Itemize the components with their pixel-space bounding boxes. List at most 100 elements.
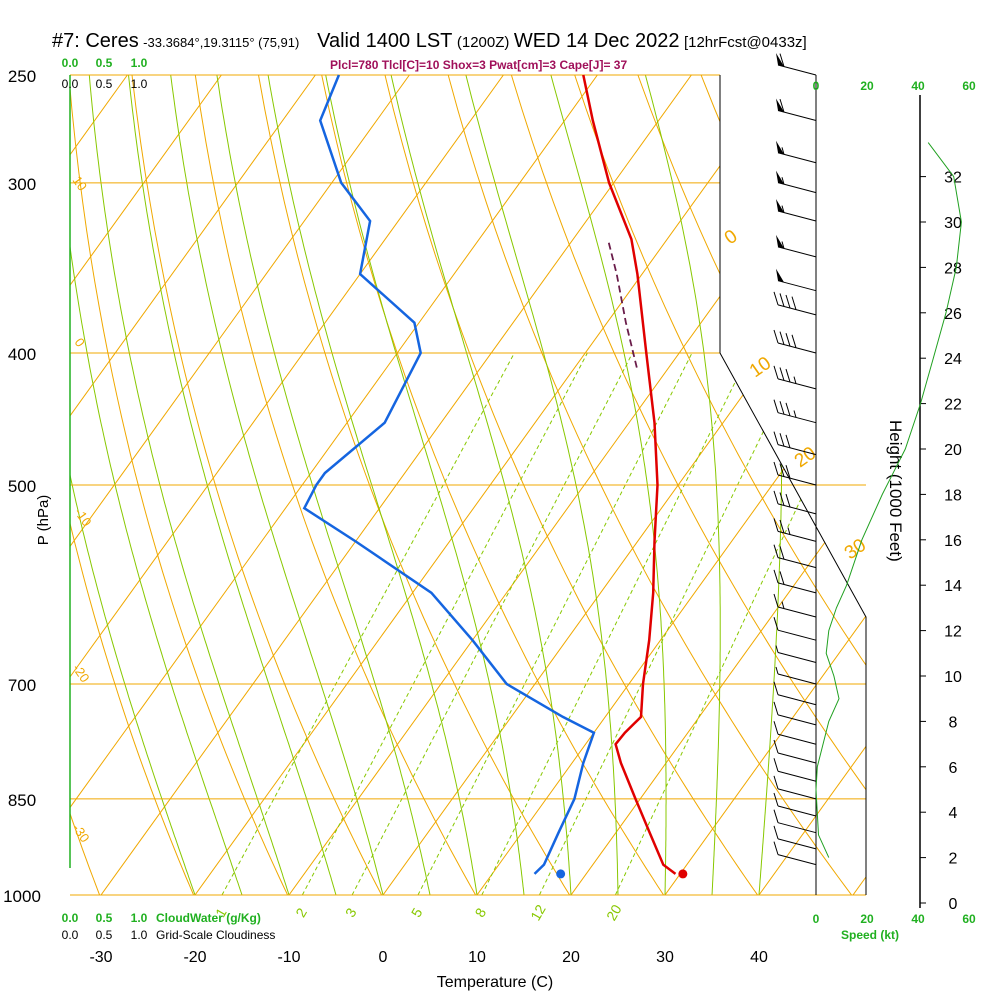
wind-barb-feather (779, 519, 785, 534)
wind-barb-feather (791, 296, 797, 310)
cloud-scale-top-black: 1.0 (131, 77, 148, 91)
wind-barb-feather (773, 544, 779, 558)
cloud-scale-top-black: 0.5 (96, 77, 113, 91)
dewpoint-line (302, 74, 596, 875)
height-axis-label: Height (1000 Feet) (886, 420, 905, 562)
temperature-tick-label: 20 (562, 949, 580, 966)
wind-speed-axis-label: Speed (kt) (841, 928, 899, 942)
y-axis-label: P (hPa) (35, 495, 52, 546)
valid-date: WED 14 Dec 2022 (513, 30, 680, 52)
wind-barb-feather (791, 334, 797, 348)
temperature-tick-label: 40 (750, 949, 768, 966)
wind-barb-feather (785, 465, 791, 479)
dry-adiabat (70, 75, 195, 895)
wind-barb-feather (785, 434, 791, 449)
wind-barb (773, 825, 817, 850)
wind-barb-half-feather (781, 177, 785, 185)
moist-adiabat (70, 75, 243, 895)
wind-barb (773, 617, 817, 641)
wind-barb (776, 234, 817, 258)
wind-barb-staff (777, 652, 817, 663)
wind-barb-pennant (776, 199, 784, 213)
wind-barb-pennant (776, 234, 784, 249)
station-location: -33.3684°,19.3115° (75,91) (143, 35, 300, 50)
wind-speed-tick-top: 0 (813, 79, 820, 93)
wind-barb-half-feather (781, 601, 785, 609)
wind-barb-pennant (776, 53, 784, 67)
wind-barb (776, 140, 817, 164)
wind-barb (773, 490, 817, 515)
wind-barb-feather (785, 368, 791, 383)
wind-barb-feather (773, 617, 779, 631)
height-tick-label: 16 (944, 533, 962, 550)
wind-barb (773, 681, 817, 706)
wind-barb-half-feather (781, 147, 785, 155)
wind-barb-feather (785, 333, 791, 347)
mixing-ratio-label: 3 (342, 905, 360, 920)
moist-adiabat (550, 75, 667, 895)
wind-barb-feather (785, 294, 791, 309)
wind-barb-staff (777, 629, 817, 641)
wind-barb (776, 98, 817, 122)
wind-speed-profile-line (815, 142, 962, 858)
moist-adiabat (170, 75, 384, 895)
mixing-ratio-line (538, 352, 802, 895)
wind-barb (773, 701, 817, 726)
wind-barb-staff (777, 557, 817, 569)
cloudiness-label: Grid-Scale Cloudiness (156, 928, 275, 942)
wind-barb-staff (777, 805, 817, 817)
wind-barb-staff (777, 304, 817, 316)
wind-barb-feather (773, 431, 779, 445)
wind-barb-staff (777, 210, 817, 222)
wind-barb-feather (779, 53, 785, 67)
mixing-ratio-line (301, 352, 588, 895)
station-label: #7: Ceres (52, 30, 139, 52)
mixing-ratio-line (221, 352, 515, 895)
wind-barb (775, 645, 817, 663)
wind-barb (773, 518, 817, 542)
wind-barb-feather (773, 721, 779, 735)
cloud-scale-bottom-green: 0.5 (96, 911, 113, 925)
cloud-scale-top-green: 0.5 (96, 56, 113, 70)
wind-barb-staff (777, 280, 817, 292)
wind-barb (773, 461, 817, 486)
wind-barb-feather (773, 809, 779, 823)
wind-barb-pennant (776, 140, 784, 155)
dry-adiabat (194, 75, 477, 895)
dry-adiabat-label: 0 (72, 335, 88, 350)
mixing-ratio-line (417, 352, 693, 895)
wind-barb-half-feather (775, 666, 779, 675)
pressure-tick-label: 250 (8, 67, 36, 86)
surface-temperature-dot (678, 869, 688, 879)
pressure-tick-label: 700 (8, 676, 36, 695)
wind-barb-staff (777, 412, 817, 424)
wind-barb-staff (777, 246, 817, 258)
isotherm-line (70, 75, 316, 895)
wind-barb-feather (773, 739, 779, 754)
wind-barb-staff (777, 152, 817, 164)
wind-barb-feather (779, 401, 785, 415)
wind-speed-tick-top: 40 (911, 79, 925, 93)
wind-barb (773, 291, 817, 316)
mixing-ratio-label: 20 (603, 902, 625, 924)
height-tick-label: 22 (944, 397, 962, 414)
wind-barb (776, 268, 817, 292)
height-tick-label: 32 (944, 170, 962, 187)
wind-barb-feather (779, 571, 785, 585)
wind-barb-staff (777, 854, 817, 866)
wind-speed-tick-top: 60 (962, 79, 976, 93)
wind-barb-feather (773, 758, 779, 772)
wind-barb-staff (777, 110, 817, 122)
wind-barb-pennant (776, 170, 784, 185)
cloud-scale-top-green: 1.0 (131, 56, 148, 70)
moist-adiabat (325, 75, 525, 895)
wind-barb-feather (773, 291, 779, 305)
wind-barb-feather (779, 98, 785, 113)
height-tick-label: 12 (944, 624, 962, 641)
cloud-scale-bottom-black: 1.0 (131, 928, 148, 942)
moist-adiabat (465, 75, 619, 895)
dry-adiabat (891, 75, 1000, 895)
cloud-scale-top-green: 0.0 (62, 56, 79, 70)
dry-adiabat-label: 0 (721, 226, 742, 249)
mixing-ratio-label: 2 (292, 905, 310, 920)
